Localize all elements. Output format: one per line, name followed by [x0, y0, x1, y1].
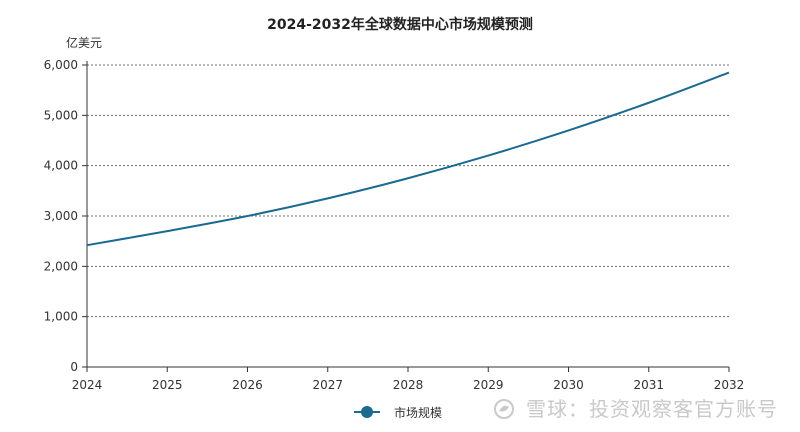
series-group	[86, 71, 730, 247]
watermark: 雪球：投资观察客官方账号	[493, 393, 778, 422]
x-tick-label: 2024	[72, 378, 103, 392]
series-line[interactable]	[86, 71, 730, 247]
x-tick-label: 2025	[152, 378, 183, 392]
y-axis-ticks: 0 1,000 2,000 3,000 4,000 5,000 6,000	[44, 58, 87, 374]
y-axis-unit: 亿美元	[66, 35, 102, 50]
x-tick-label: 2026	[232, 378, 263, 392]
x-tick-label: 2032	[714, 378, 745, 392]
y-tick-label: 0	[70, 360, 78, 374]
y-tick-label: 6,000	[44, 58, 78, 72]
y-tick-label: 5,000	[44, 108, 78, 122]
x-tick-label: 2027	[312, 378, 343, 392]
x-tick-label: 2030	[553, 378, 584, 392]
y-tick-label: 3,000	[44, 209, 78, 223]
snowball-logo-icon	[493, 399, 514, 419]
legend-label: 市场规模	[394, 405, 442, 420]
legend[interactable]: 市场规模	[354, 405, 442, 420]
x-tick-label: 2028	[393, 378, 424, 392]
x-tick-label: 2031	[633, 378, 664, 392]
chart-title: 2024-2032年全球数据中心市场规模预测	[267, 16, 533, 33]
y-tick-label: 2,000	[44, 259, 78, 273]
grid-lines	[87, 64, 729, 318]
legend-dot-marker	[361, 406, 373, 418]
x-tick-label: 2029	[473, 378, 504, 392]
x-axis: 2024 2025 2026 2027 2028 2029 2030 2031 2032	[72, 61, 745, 392]
watermark-text: 雪球：投资观察客官方账号	[526, 397, 778, 421]
y-tick-label: 4,000	[44, 159, 78, 173]
y-tick-label: 1,000	[44, 310, 78, 324]
